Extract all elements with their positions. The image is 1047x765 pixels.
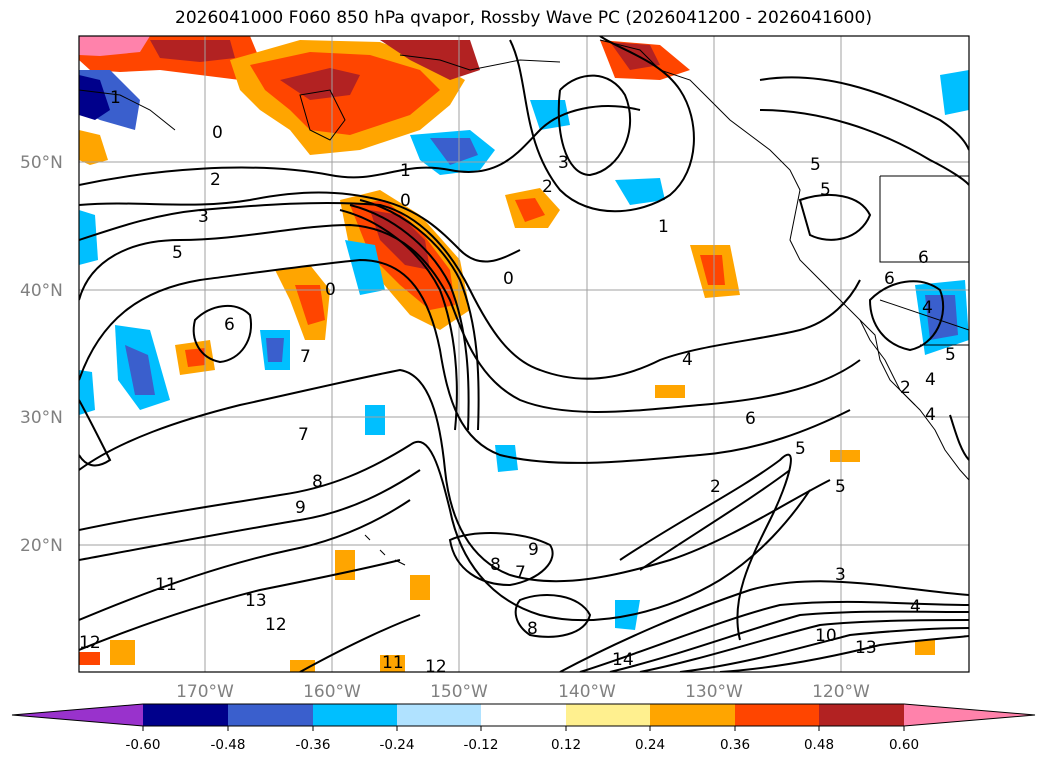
contour-label: 1 — [658, 217, 669, 237]
contour-label: 13 — [855, 638, 877, 658]
colorbar-extend-left — [12, 704, 143, 726]
contour-label: 4 — [925, 405, 936, 425]
contour-label: 11 — [382, 653, 404, 673]
colorbar-swatch — [650, 704, 735, 726]
coastlines — [79, 39, 969, 566]
colorbar-swatch — [819, 704, 904, 726]
contour-lines — [79, 36, 969, 672]
colorbar-tick-label: 0.48 — [804, 737, 834, 753]
latitude-labels: 50°N 40°N 30°N 20°N — [20, 153, 63, 556]
lon-label: 170°W — [176, 682, 234, 702]
contour-label: 0 — [503, 269, 514, 289]
contour-label: 13 — [245, 591, 267, 611]
colorbar-swatch — [228, 704, 313, 726]
contour-label: 2 — [542, 177, 553, 197]
colorbar-swatch — [566, 704, 650, 726]
colorbar-extend-right — [904, 704, 1035, 726]
contour-label: 6 — [918, 248, 929, 268]
colorbar: -0.60 -0.48 -0.36 -0.24 -0.12 0.12 0.24 … — [11, 703, 1036, 753]
contour-label: 5 — [945, 345, 956, 365]
colorbar-swatch — [143, 704, 228, 726]
colorbar-tick-label: -0.12 — [464, 737, 499, 753]
lon-label: 160°W — [303, 682, 361, 702]
longitude-labels: 170°W 160°W 150°W 140°W 130°W 120°W — [176, 682, 870, 702]
lat-label: 40°N — [20, 281, 63, 301]
contour-label: 3 — [198, 207, 209, 227]
lon-label: 150°W — [430, 682, 488, 702]
colorbar-swatch — [313, 704, 397, 726]
contour-label: 10 — [815, 626, 837, 646]
contour-label: 7 — [298, 425, 309, 445]
colorbar-tick-label: -0.24 — [380, 737, 415, 753]
colorbar-tick-label: -0.48 — [211, 737, 246, 753]
contour-label: 4 — [682, 350, 693, 370]
contour-label: 11 — [155, 575, 177, 595]
lon-label: 140°W — [558, 682, 616, 702]
graticule — [79, 36, 969, 672]
contour-label: 12 — [79, 633, 101, 653]
contour-label: 5 — [795, 439, 806, 459]
contour-label: 1 — [400, 161, 411, 181]
contour-label: 12 — [425, 657, 447, 677]
contour-label: 6 — [884, 269, 895, 289]
lat-label: 50°N — [20, 153, 63, 173]
contour-label: 1 — [110, 88, 121, 108]
contour-label: 8 — [490, 555, 501, 575]
contour-label: 9 — [528, 540, 539, 560]
contour-label: 6 — [745, 409, 756, 429]
map-frame — [78, 35, 970, 673]
colorbar-swatch — [397, 704, 481, 726]
contour-label: 3 — [835, 565, 846, 585]
contour-label: 4 — [922, 298, 933, 318]
contour-label: 2 — [900, 378, 911, 398]
colorbar-tick-label: -0.36 — [296, 737, 331, 753]
contour-label: 12 — [265, 615, 287, 635]
contour-label: 5 — [835, 477, 846, 497]
qvapor-shading — [79, 36, 969, 672]
lon-label: 120°W — [812, 682, 870, 702]
contour-label: 0 — [400, 191, 411, 211]
contour-label: 5 — [820, 180, 831, 200]
contour-label: 9 — [295, 498, 306, 518]
contour-label: 3 — [558, 153, 569, 173]
colorbar-tick-label: 0.12 — [551, 737, 581, 753]
contour-label: 8 — [312, 472, 323, 492]
map-title: 2026041000 F060 850 hPa qvapor, Rossby W… — [175, 8, 872, 28]
colorbar-swatch — [481, 704, 566, 726]
contour-label: 2 — [210, 170, 221, 190]
contour-label: 6 — [224, 315, 235, 335]
contour-labels: 1 0 2 3 5 1 0 3 2 1 0 5 6 4 6 7 7 8 9 11… — [79, 88, 956, 677]
lat-label: 20°N — [20, 536, 63, 556]
contour-label: 5 — [172, 243, 183, 263]
contour-label: 4 — [925, 370, 936, 390]
contour-label: 4 — [910, 597, 921, 617]
contour-label: 8 — [527, 619, 538, 639]
colorbar-swatch — [735, 704, 819, 726]
colorbar-tick-label: 0.60 — [889, 737, 919, 753]
lat-label: 30°N — [20, 408, 63, 428]
contour-label: 0 — [325, 280, 336, 300]
contour-label: 2 — [710, 477, 721, 497]
colorbar-tick-label: 0.36 — [720, 737, 750, 753]
colorbar-tick-label: 0.24 — [635, 737, 665, 753]
contour-label: 7 — [515, 563, 526, 583]
contour-label: 7 — [300, 347, 311, 367]
contour-label: 0 — [212, 123, 223, 143]
colorbar-tick-label: -0.60 — [126, 737, 161, 753]
contour-label: 14 — [612, 650, 634, 670]
lon-label: 130°W — [685, 682, 743, 702]
contour-label: 5 — [810, 155, 821, 175]
